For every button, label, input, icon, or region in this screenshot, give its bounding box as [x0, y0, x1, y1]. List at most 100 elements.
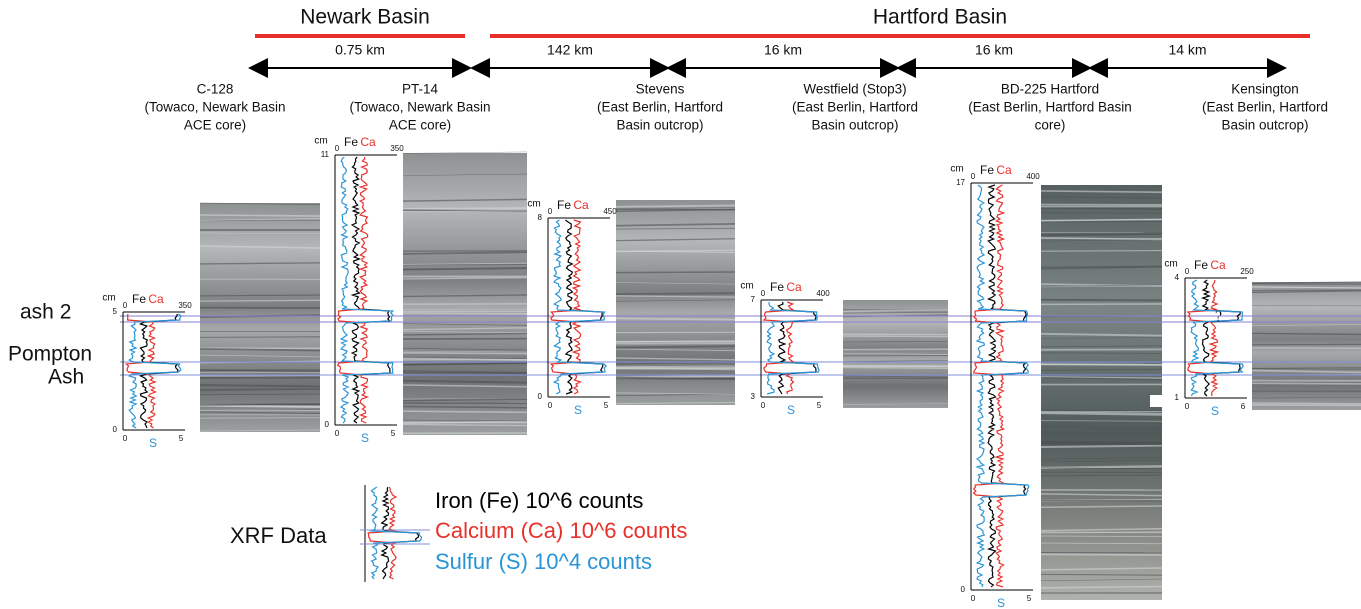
basin-title: Hartford Basin [873, 6, 1007, 29]
site-label: ACE core) [184, 118, 246, 133]
distance-label: 0.75 km [335, 42, 385, 58]
element-label: Fe [1194, 258, 1208, 272]
lamination [1041, 443, 1162, 444]
lamination [843, 367, 948, 368]
axis-unit: cm [527, 199, 540, 210]
element-label: Fe [557, 198, 571, 212]
tick-label: 0 [538, 392, 543, 401]
site-label: BD-225 Hartford [1001, 82, 1099, 97]
lamination [843, 310, 948, 311]
legend-item: Iron (Fe) 10^6 counts [435, 488, 643, 513]
basin-title: Newark Basin [300, 6, 430, 29]
site-label: C-128 [197, 82, 234, 97]
distance-label: 16 km [764, 42, 802, 58]
tick-label: 3 [751, 392, 756, 401]
xrf-curve [565, 220, 602, 394]
xrf-curve [140, 314, 178, 428]
tick-label: 0 [113, 425, 118, 434]
tick-label: 11 [321, 150, 330, 159]
element-label: Ca [360, 135, 376, 149]
element-label: Ca [1210, 258, 1226, 272]
lamination [403, 208, 527, 209]
lamination [200, 337, 320, 338]
tick-label: 400 [816, 289, 830, 298]
lamination [1041, 353, 1162, 354]
lamination [616, 368, 735, 369]
lamination [403, 313, 527, 314]
lamination [403, 353, 527, 354]
tick-label: 0 [548, 207, 553, 216]
lamination [1252, 403, 1361, 404]
tick-label: 7 [751, 295, 756, 304]
lamination [200, 414, 320, 415]
tick-label: 5 [179, 434, 184, 443]
core-notch [1150, 395, 1164, 407]
lamination [200, 389, 320, 390]
tick-label: 450 [603, 207, 617, 216]
xrf-curve [988, 185, 1026, 587]
tick-label: 0 [335, 144, 340, 153]
tick-label: 5 [817, 401, 822, 410]
element-label: Fe [132, 292, 146, 306]
lamination [1041, 554, 1162, 555]
xrf-curve [977, 185, 1029, 587]
site-label: (East Berlin, Hartford [1202, 100, 1328, 115]
lamination [1041, 251, 1162, 252]
xrf-curve [1191, 280, 1243, 396]
lamination [1041, 532, 1162, 533]
axis-unit: cm [740, 281, 753, 292]
legend-item: Calcium (Ca) 10^6 counts [435, 518, 687, 543]
element-label: Ca [148, 292, 164, 306]
tick-label: 0 [1185, 402, 1190, 411]
site-label: Kensington [1231, 82, 1299, 97]
tick-label: 6 [1241, 402, 1246, 411]
lamination [200, 300, 320, 301]
element-label: Ca [996, 163, 1012, 177]
xrf-curve [974, 185, 1004, 587]
site-label: PT-14 [402, 82, 439, 97]
tick-label: 5 [391, 429, 396, 438]
axis-unit: cm [950, 164, 963, 175]
tick-label: 0 [123, 301, 128, 310]
element-label: S [574, 403, 582, 417]
site-label: (East Berlin, Hartford [792, 100, 918, 115]
site-label: ACE core) [389, 118, 451, 133]
site-label: Westfield (Stop3) [803, 82, 906, 97]
tick-label: 5 [113, 307, 118, 316]
site-label: (East Berlin, Hartford Basin [968, 100, 1132, 115]
tick-label: 4 [1175, 273, 1180, 282]
tick-label: 5 [1027, 594, 1032, 603]
distance-label: 16 km [975, 42, 1013, 58]
tick-label: 0 [548, 401, 553, 410]
tick-label: 8 [538, 213, 543, 222]
tick-label: 1 [1175, 393, 1180, 402]
axis-unit: cm [314, 136, 327, 147]
marker-label: ash 2 [20, 301, 71, 324]
site-label: core) [1035, 118, 1066, 133]
element-label: S [361, 431, 369, 445]
lamination [1041, 574, 1162, 575]
tick-label: 0 [761, 289, 766, 298]
marker-label: Pompton [8, 343, 92, 366]
tick-label: 0 [325, 420, 330, 429]
tick-label: 350 [178, 301, 192, 310]
distance-label: 14 km [1168, 42, 1206, 58]
site-label: (East Berlin, Hartford [597, 100, 723, 115]
lamination [200, 394, 320, 395]
site-label: Basin outcrop) [1221, 118, 1308, 133]
tick-label: 0 [123, 434, 128, 443]
lamination [843, 336, 948, 337]
tick-label: 5 [604, 401, 609, 410]
lamination [1041, 300, 1162, 301]
xrf-curve [551, 220, 581, 394]
tick-label: 0 [961, 585, 966, 594]
site-label: Stevens [636, 82, 685, 97]
xrf-curve [129, 314, 181, 428]
tick-label: 0 [971, 172, 976, 181]
element-label: Fe [770, 280, 784, 294]
tick-label: 0 [1185, 267, 1190, 276]
lamination [616, 318, 735, 319]
core-photo [616, 200, 735, 405]
xrf-curve [1202, 280, 1240, 396]
xrf-curve [352, 157, 390, 423]
